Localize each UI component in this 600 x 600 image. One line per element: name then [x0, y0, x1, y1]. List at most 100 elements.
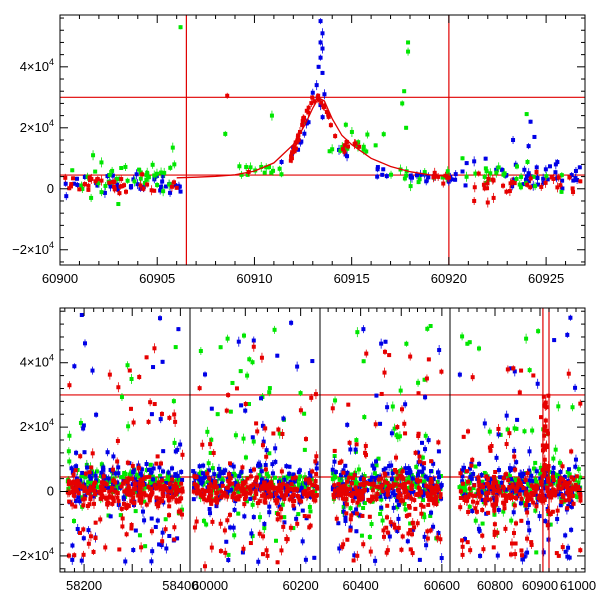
- green-data-point: [296, 477, 301, 482]
- red-data-point: [310, 491, 315, 500]
- green-data-point: [482, 173, 487, 180]
- blue-data-point: [160, 176, 165, 187]
- red-data-point: [81, 494, 86, 505]
- red-data-point: [169, 492, 174, 503]
- green-data-point: [501, 171, 506, 178]
- red-data-point: [209, 488, 214, 493]
- blue-data-point: [296, 147, 301, 152]
- red-data-point: [152, 402, 157, 407]
- green-data-point: [232, 531, 237, 540]
- red-data-point: [152, 343, 157, 354]
- red-data-point: [436, 172, 441, 181]
- red-data-point: [476, 170, 481, 177]
- red-data-point: [136, 463, 141, 474]
- x-tick-label: 60905: [139, 271, 175, 286]
- green-data-point: [406, 484, 411, 491]
- red-data-point: [277, 480, 282, 489]
- blue-data-point: [320, 70, 325, 75]
- blue-data-point: [262, 520, 267, 527]
- red-data-point: [87, 175, 92, 180]
- green-data-point: [404, 125, 409, 130]
- green-data-point: [361, 359, 366, 364]
- red-data-point: [123, 188, 128, 195]
- blue-data-point: [553, 159, 558, 170]
- red-data-point: [131, 495, 136, 500]
- blue-data-point: [256, 557, 261, 566]
- green-data-point: [215, 412, 220, 417]
- blue-data-point: [107, 486, 112, 491]
- blue-data-point: [221, 467, 226, 476]
- red-data-point: [313, 457, 318, 466]
- blue-data-point: [231, 523, 236, 532]
- blue-data-point: [243, 407, 248, 414]
- blue-data-point: [79, 556, 84, 565]
- red-data-point: [149, 486, 154, 491]
- red-data-point: [98, 515, 103, 524]
- green-data-point: [99, 188, 104, 197]
- red-data-point: [346, 143, 351, 150]
- green-data-point: [397, 431, 402, 442]
- red-data-point: [342, 140, 347, 151]
- red-data-point: [174, 185, 179, 190]
- green-data-point: [172, 160, 177, 169]
- green-data-point: [67, 430, 72, 441]
- red-data-point: [192, 522, 197, 533]
- green-data-point: [168, 164, 173, 171]
- red-data-point: [167, 414, 172, 421]
- green-data-point: [247, 356, 252, 363]
- blue-data-point: [554, 174, 559, 183]
- blue-data-point: [237, 472, 242, 481]
- red-data-point: [81, 483, 86, 492]
- red-data-point: [149, 527, 154, 536]
- green-data-point: [298, 390, 303, 397]
- red-data-point: [310, 482, 315, 487]
- blue-data-point: [161, 468, 166, 475]
- red-data-point: [237, 494, 242, 499]
- blue-data-point: [81, 425, 86, 432]
- red-data-point: [70, 487, 75, 498]
- blue-data-point: [318, 39, 323, 46]
- red-data-point: [66, 476, 71, 487]
- red-data-point: [205, 469, 210, 478]
- blue-data-point: [101, 463, 106, 472]
- green-data-point: [361, 505, 366, 510]
- red-data-point: [567, 174, 572, 181]
- blue-data-point: [535, 172, 540, 183]
- green-data-point: [142, 178, 147, 187]
- red-data-point: [486, 173, 491, 184]
- red-data-point: [127, 368, 132, 373]
- blue-data-point: [318, 18, 323, 25]
- top-light-curve-panel: 60900 60905 60910 60915 60920 60925 −2×104 0 2×1…: [12, 14, 586, 286]
- blue-data-point: [207, 507, 212, 512]
- blue-data-point: [129, 185, 134, 190]
- blue-data-point: [102, 187, 107, 198]
- red-data-point: [288, 486, 293, 493]
- red-data-point: [226, 392, 231, 399]
- red-data-point: [254, 472, 259, 483]
- green-data-point: [250, 500, 255, 509]
- red-data-point: [225, 516, 230, 525]
- blue-data-point: [259, 468, 264, 475]
- red-data-point: [85, 501, 90, 510]
- blue-data-point: [106, 474, 111, 483]
- green-data-point: [78, 417, 83, 428]
- blue-data-point: [300, 508, 305, 513]
- blue-data-point: [314, 80, 319, 91]
- red-data-point: [118, 183, 123, 190]
- red-data-point: [194, 516, 199, 527]
- blue-data-point: [248, 496, 253, 501]
- blue-data-point: [158, 415, 163, 424]
- red-data-point: [117, 547, 122, 552]
- x-tick-label: 60920: [431, 271, 467, 286]
- blue-data-point: [236, 336, 241, 347]
- green-data-point: [272, 325, 277, 334]
- green-data-point: [119, 166, 124, 171]
- red-data-point: [555, 182, 560, 193]
- red-data-point: [248, 541, 253, 546]
- green-data-point: [110, 166, 115, 175]
- red-data-point: [441, 179, 446, 188]
- blue-data-point: [553, 170, 558, 175]
- red-data-point: [148, 398, 153, 407]
- blue-data-point: [232, 506, 237, 513]
